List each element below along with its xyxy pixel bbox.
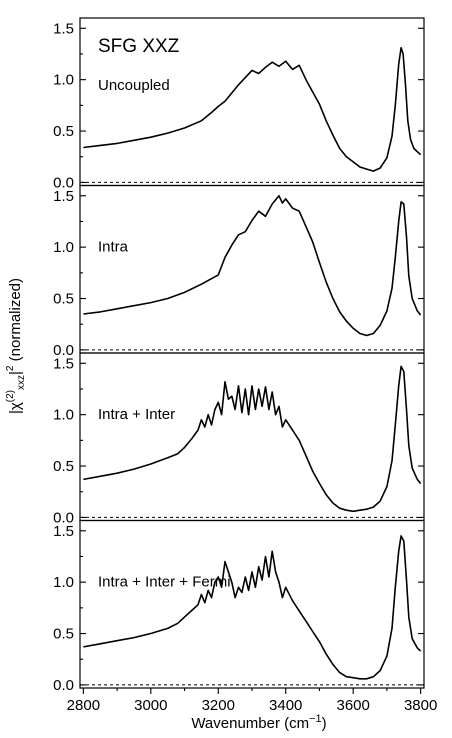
series-line (83, 535, 422, 680)
y-tick-label: 1.5 (53, 523, 74, 540)
x-tick-label: 2800 (67, 697, 100, 714)
y-tick-label: 0.5 (53, 626, 74, 643)
y-tick-label: 0.5 (53, 291, 74, 308)
panel-3: 0.0 0.5 1.0 1.5 Intra + Inter (53, 352, 425, 526)
series-line (83, 195, 422, 337)
panel-2: 0.0 0.5 1.0 1.5 Intra (53, 184, 425, 359)
y-tick-label: 0.5 (53, 458, 74, 475)
y-tick-label: 1.0 (53, 574, 74, 591)
panel-4: 0.0 0.5 1.0 1.5 Intra + Inter + Fermi (53, 519, 425, 694)
y-tick-label: 1.0 (53, 239, 74, 256)
x-tick-label: 3400 (269, 697, 302, 714)
y-tick-label: 0.0 (53, 509, 74, 526)
y-axis-label-chi: |χ (7, 402, 24, 414)
x-tick-label: 3800 (404, 697, 437, 714)
y-axis-label: |χ(2)xxz|2 (normalized) (5, 278, 27, 414)
x-axis-label-close: ) (322, 715, 327, 732)
x-tick-label: 3600 (336, 697, 369, 714)
y-tick-label: 1.0 (53, 407, 74, 424)
y-axis-label-bar: | (7, 371, 24, 375)
y-axis-label-normalized: (normalized) (7, 278, 24, 366)
y-tick-label: 1.5 (53, 355, 74, 372)
series-line (83, 47, 422, 172)
x-tick-label: 3200 (202, 697, 235, 714)
y-axis-label-order: (2) (5, 390, 16, 402)
y-tick-label: 0.5 (53, 123, 74, 140)
x-axis-label-text: Wavenumber (cm (191, 715, 309, 732)
y-axis-label-square: 2 (5, 365, 16, 371)
y-axis-label-tensor: xxz (16, 375, 27, 390)
panel-label: Uncoupled (98, 77, 170, 94)
x-axis-label: Wavenumber (cm−1) (191, 713, 326, 732)
y-tick-label: 1.5 (53, 188, 74, 205)
panel-frame (79, 519, 425, 689)
y-tick-label: 1.0 (53, 72, 74, 89)
panel-label: Intra + Inter (98, 406, 175, 423)
x-tick-label: 3000 (134, 697, 167, 714)
y-tick-label: 0.0 (53, 677, 74, 694)
x-axis-label-exponent: −1 (309, 713, 322, 725)
series-line (83, 365, 422, 513)
panels-layer: 0.00.51.01.5Uncoupled0.00.51.01.5Intra0.… (53, 17, 425, 694)
panel-frame (79, 352, 425, 522)
panel-label: Intra (98, 239, 129, 256)
chart-title: SFG XXZ (98, 36, 180, 57)
y-tick-label: 1.5 (53, 20, 74, 37)
y-tick-label: 0.0 (53, 342, 74, 359)
panel-frame (79, 184, 425, 354)
panel-1: 0.0 0.5 1.0 1.5 Uncoupled (53, 17, 425, 191)
y-tick-label: 0.0 (53, 174, 74, 191)
panel-label: Intra + Inter + Fermi (98, 574, 231, 591)
x-axis: 2800 3000 3200 3400 3600 3800 (67, 688, 437, 714)
